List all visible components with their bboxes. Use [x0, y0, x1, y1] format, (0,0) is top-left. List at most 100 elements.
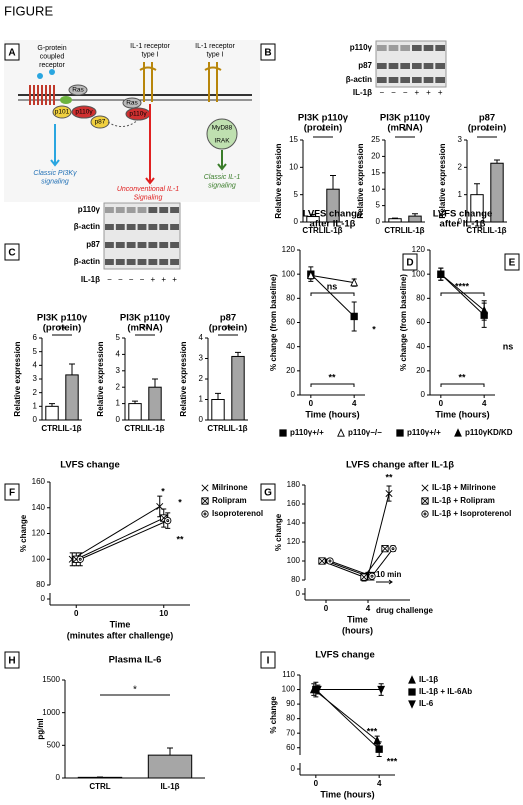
blot-band	[116, 207, 125, 213]
blot-band	[412, 77, 422, 83]
legend-label: IL-1β + Milrinone	[432, 483, 496, 492]
x-tick-label: 4	[482, 399, 487, 408]
y-tick-label: 1	[199, 395, 204, 404]
blot-band	[400, 45, 410, 51]
node-label: p110γ	[75, 109, 93, 116]
y-tick-label: 80	[286, 714, 295, 723]
g-beta-gamma	[60, 96, 72, 104]
chart-title: Plasma IL-6	[109, 655, 162, 666]
point	[77, 556, 83, 562]
error-bar	[152, 379, 158, 387]
legend-marker	[280, 430, 286, 436]
significance: ns	[503, 341, 514, 351]
note: drug challenge	[376, 606, 433, 615]
sign: +	[161, 275, 166, 284]
blot-band	[127, 259, 136, 265]
bar	[389, 219, 401, 222]
blot-band	[400, 63, 410, 69]
label: G-protein	[37, 45, 66, 52]
point	[369, 573, 375, 579]
legend-label: IL-1β + Isoproterenol	[432, 509, 511, 518]
point	[481, 307, 487, 314]
x-axis-label: Time (hours)	[320, 789, 374, 799]
legend-label: Rolipram	[212, 496, 247, 505]
bracket	[441, 384, 484, 387]
node-label: p87	[95, 119, 106, 126]
y-tick-label: 100	[287, 556, 301, 565]
y-tick-label: 4	[116, 350, 121, 359]
blot-band	[159, 242, 168, 248]
figure-title: FIGURE	[4, 3, 53, 18]
point	[351, 313, 357, 319]
series-line	[80, 521, 168, 560]
legend-marker	[338, 429, 344, 436]
series-line	[326, 494, 389, 577]
y-tick-label: 90	[286, 699, 295, 708]
x-tick-label: IL-1β	[145, 424, 164, 433]
y-tick-label: 160	[287, 499, 301, 508]
y-tick-label: 100	[32, 554, 46, 563]
y-tick-label: 0	[56, 773, 61, 782]
legend-label: IL-1β + IL-6Ab	[419, 687, 472, 696]
sign: +	[438, 88, 443, 97]
blot-band	[148, 224, 157, 230]
label: IL-1 receptor	[130, 43, 170, 50]
legend-label: p110γ+/+	[290, 428, 324, 437]
node-label: IRAK	[214, 138, 230, 145]
blot-band	[105, 242, 114, 248]
bracket	[311, 384, 354, 387]
chart-title: LVFS change	[60, 460, 119, 471]
y-tick-label: 100	[282, 685, 296, 694]
series-line	[441, 274, 484, 315]
blot-band	[159, 207, 168, 213]
panel-letter: E	[509, 258, 516, 269]
y-tick-label: 140	[287, 518, 301, 527]
y-axis-label: % change	[19, 514, 28, 552]
y-axis-label: % change	[269, 696, 278, 734]
series-line	[76, 518, 164, 559]
blot-label: β-actin	[74, 257, 100, 266]
node-label: p101	[55, 109, 70, 116]
y-tick-label: 140	[32, 503, 46, 512]
series-line	[316, 690, 379, 750]
label: IL-1 receptor	[195, 43, 235, 50]
significance: ****	[455, 281, 470, 291]
y-tick-label: 2	[458, 162, 463, 171]
x-tick-label: 0	[74, 609, 79, 618]
error-bar	[167, 748, 173, 755]
label: Unconventional IL-1	[117, 186, 179, 193]
point	[165, 517, 171, 523]
label: signaling	[41, 178, 69, 185]
y-tick-label: 5	[33, 347, 38, 356]
significance: **	[328, 372, 336, 382]
legend-label: p110γKD/KD	[465, 428, 513, 437]
y-tick-label: 1	[458, 190, 463, 199]
y-tick-label: 25	[371, 135, 380, 144]
legend-marker	[455, 429, 461, 436]
blot-band	[116, 242, 125, 248]
bar	[46, 406, 58, 420]
y-tick-label: 0	[376, 217, 381, 226]
arrow	[376, 580, 392, 584]
blot-band	[412, 45, 422, 51]
x-tick-label: 4	[377, 779, 382, 788]
y-tick-label: 70	[286, 728, 295, 737]
blot-band	[170, 242, 179, 248]
y-tick-label: 20	[416, 366, 425, 375]
blot-band	[138, 207, 147, 213]
blot-band	[412, 63, 422, 69]
y-tick-label: 3	[458, 135, 463, 144]
y-axis-label: % change (from baseline)	[269, 274, 278, 371]
legend-label: Isoproterenol	[212, 509, 263, 518]
series-line	[441, 274, 484, 310]
y-tick-label: 40	[286, 342, 295, 351]
x-tick-label: IL-1β	[160, 782, 179, 791]
note: 10 min	[376, 570, 401, 579]
y-tick-label: 60	[286, 318, 295, 327]
y-tick-label: 5	[376, 201, 381, 210]
y-tick-label: 4	[33, 360, 38, 369]
significance: **	[385, 472, 393, 482]
significance: *	[485, 127, 489, 138]
panel-letter: H	[8, 656, 15, 667]
x-tick-label: CTRL	[89, 782, 110, 791]
